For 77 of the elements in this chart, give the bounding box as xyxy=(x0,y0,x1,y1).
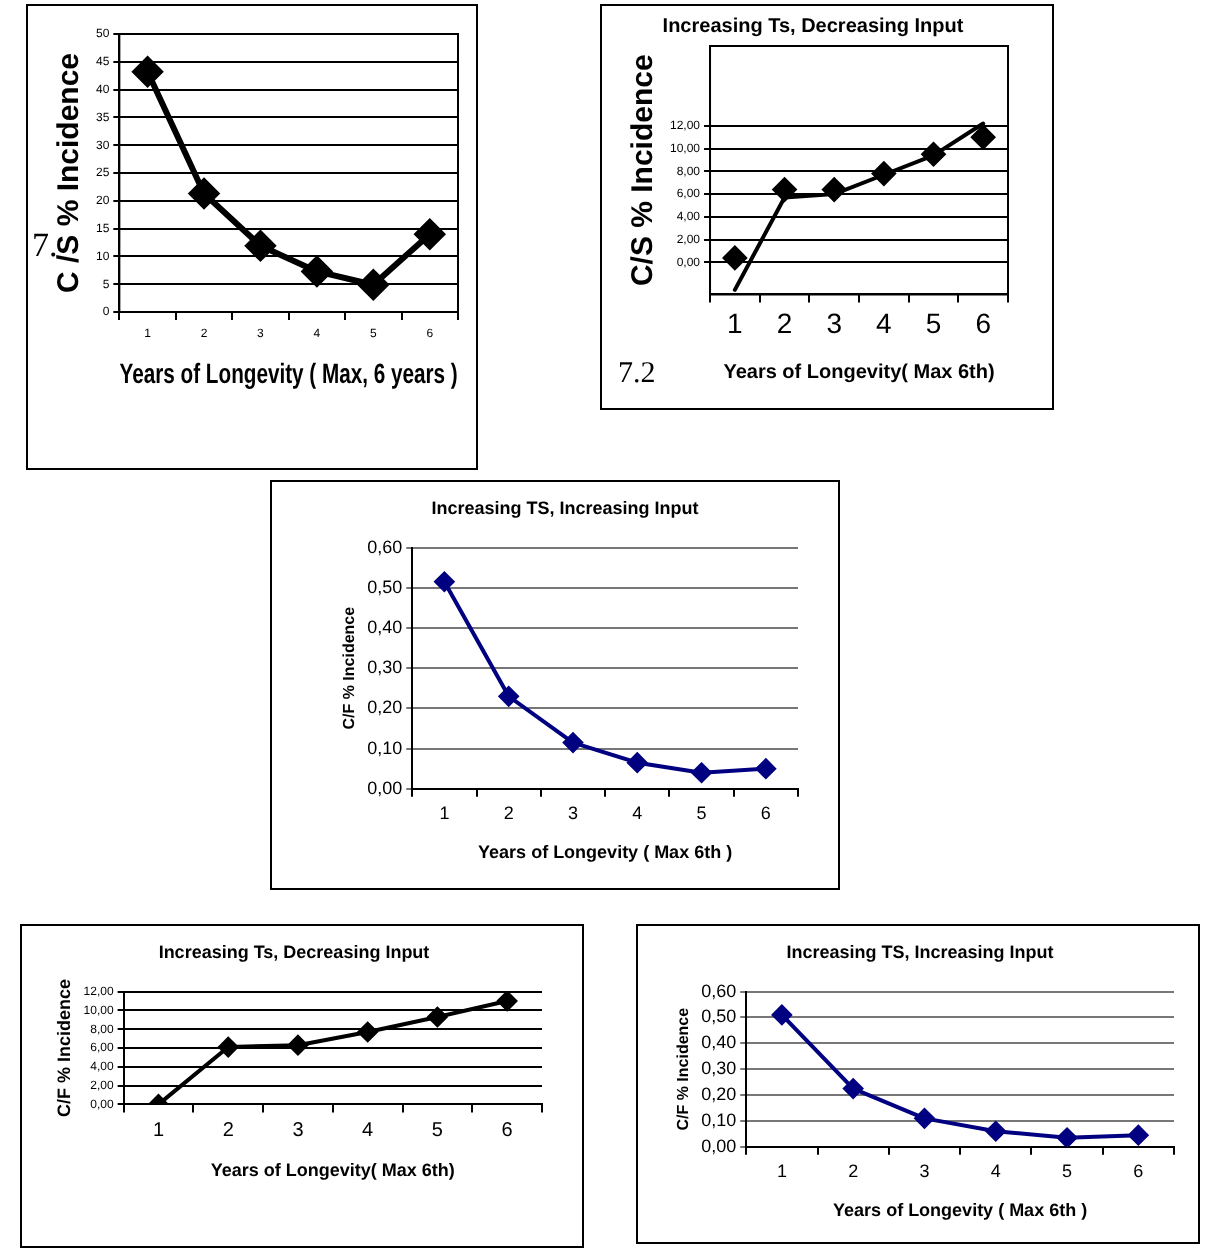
point xyxy=(627,752,648,773)
chart-title: Increasing TS, Increasing Input xyxy=(431,497,699,518)
x-axis-title: Years of Longevity ( Max 6th ) xyxy=(478,842,733,863)
x-tick-label: 6 xyxy=(975,306,992,339)
point xyxy=(434,571,455,592)
x-tick-label: 4 xyxy=(990,1160,1001,1181)
y-tick-label: 0,10 xyxy=(367,737,403,758)
x-tick-label: 6 xyxy=(501,1119,514,1142)
y-tick-label: 0,50 xyxy=(701,1006,737,1027)
point xyxy=(755,758,776,779)
point xyxy=(1057,1127,1078,1147)
y-tick-label: 0,10 xyxy=(701,1109,737,1130)
x-tick-label: 5 xyxy=(1062,1160,1073,1181)
x-tick-label: 4 xyxy=(632,802,643,823)
text: 7. xyxy=(32,226,58,266)
point xyxy=(301,256,332,287)
x-tick-label: 2 xyxy=(222,1119,235,1142)
x-tick-label: 3 xyxy=(919,1160,930,1181)
x-tick-label: 5 xyxy=(431,1119,444,1142)
x-tick-label: 4 xyxy=(876,306,893,339)
y-tick-label: 0,20 xyxy=(367,697,403,718)
x-tick-label: 5 xyxy=(925,306,942,339)
point xyxy=(287,1035,308,1056)
point xyxy=(218,1037,239,1058)
x-axis-title: Years of Longevity ( Max 6th ) xyxy=(833,1200,1088,1221)
point xyxy=(189,178,220,209)
x-tick-label: 1 xyxy=(152,1119,165,1142)
y-tick-label: 0,00 xyxy=(367,777,403,798)
y-axis-title: C/F % Incidence xyxy=(674,1006,693,1131)
x-tick-label: 6 xyxy=(760,802,771,823)
point xyxy=(245,230,276,261)
chart-title: Increasing TS, Increasing Input xyxy=(786,941,1054,962)
y-axis-title: C/S % Incidence xyxy=(626,54,661,287)
x-tick-label: 3 xyxy=(567,802,578,823)
point xyxy=(1128,1125,1149,1146)
y-tick-label: 0,60 xyxy=(367,536,403,557)
x-tick-label: 2 xyxy=(848,1160,859,1181)
x-tick-label: 2 xyxy=(503,802,514,823)
y-tick-label: 0,20 xyxy=(701,1084,737,1105)
point xyxy=(771,1004,792,1025)
point xyxy=(498,686,519,707)
y-tick-label: 0,30 xyxy=(701,1058,737,1079)
point xyxy=(357,1022,378,1043)
y-tick-label: 0,50 xyxy=(367,576,403,597)
y-tick-label: 0,00 xyxy=(701,1135,737,1156)
point xyxy=(427,1006,448,1027)
x-axis-title: Years of Longevity ( Max, 6 years ) xyxy=(119,357,458,390)
point xyxy=(497,991,518,1011)
y-axis-title: C/F % Incidence xyxy=(340,605,359,730)
x-tick-label: 1 xyxy=(727,306,744,339)
point xyxy=(985,1121,1006,1142)
text: 7.2 xyxy=(618,358,656,392)
y-tick-label: 0,40 xyxy=(701,1032,737,1053)
x-axis-title: Years of Longevity( Max 6th) xyxy=(210,1160,455,1181)
x-tick-label: 1 xyxy=(439,802,450,823)
x-tick-label: 2 xyxy=(776,306,793,339)
point xyxy=(414,219,445,250)
y-tick-label: 0,60 xyxy=(701,980,737,1001)
point xyxy=(562,732,583,753)
x-axis-title: Years of Longevity( Max 6th) xyxy=(723,361,995,384)
x-tick-label: 3 xyxy=(292,1119,305,1142)
chart-title: Increasing Ts, Decreasing Input xyxy=(662,15,965,38)
x-tick-label: 3 xyxy=(826,306,843,339)
point xyxy=(843,1078,864,1099)
point xyxy=(358,269,389,300)
x-tick-label: 1 xyxy=(776,1160,787,1181)
chart-title: Increasing Ts, Decreasing Input xyxy=(158,941,430,962)
x-tick-label: 6 xyxy=(1133,1160,1144,1181)
point xyxy=(132,56,163,87)
point xyxy=(914,1108,935,1129)
point xyxy=(691,762,712,783)
point xyxy=(971,125,996,150)
x-tick-label: 4 xyxy=(362,1119,375,1142)
y-axis-title: C/F % Incidence xyxy=(53,978,74,1118)
y-tick-label: 0,30 xyxy=(367,657,403,678)
point xyxy=(722,245,747,270)
y-tick-label: 0,40 xyxy=(367,616,403,637)
